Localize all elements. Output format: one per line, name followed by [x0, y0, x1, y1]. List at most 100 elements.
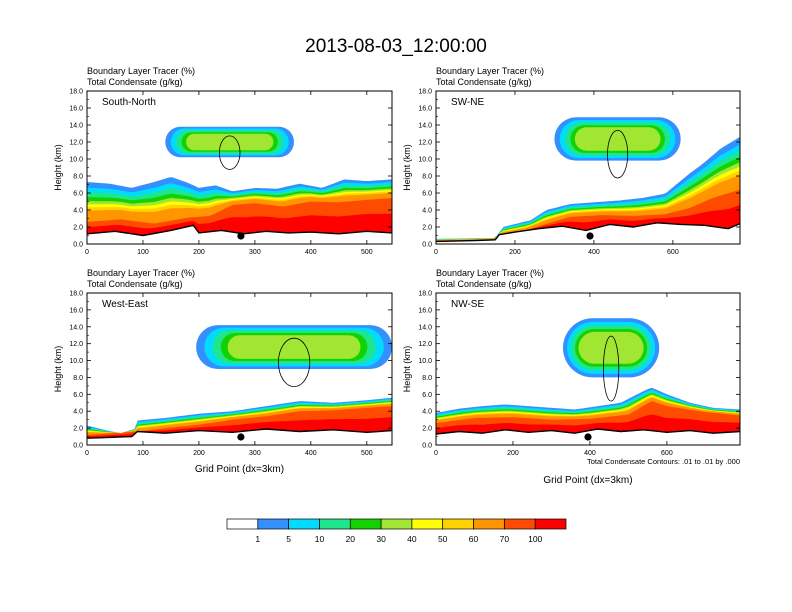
- colorbar-segment: [504, 518, 536, 530]
- y-tick-label: 14.0: [418, 324, 432, 331]
- core-band-1: [436, 189, 740, 242]
- field-title: Boundary Layer Tracer (%): [436, 66, 544, 76]
- x-tick-label: 300: [249, 249, 261, 256]
- panel-label: NW-SE: [451, 299, 484, 310]
- location-marker: [237, 433, 245, 441]
- core-band-2: [436, 204, 740, 242]
- contour-annotation: Total Condensate Contours: .01 to .01 by…: [587, 457, 740, 466]
- x-tick-label: 400: [588, 249, 600, 256]
- x-tick-label: 600: [667, 249, 679, 256]
- cloud-layer-5: [574, 127, 661, 151]
- field-title: Boundary Layer Tracer (%): [87, 268, 195, 278]
- colorbar-label: 30: [376, 534, 386, 544]
- x-tick-label: 500: [361, 450, 373, 457]
- x-tick-label: 400: [584, 450, 596, 457]
- field-title: Boundary Layer Tracer (%): [436, 268, 544, 278]
- y-tick-label: 4.0: [422, 208, 432, 215]
- y-tick-label: 18.0: [69, 89, 83, 96]
- x-tick-label: 500: [361, 249, 373, 256]
- colorbar-label: 20: [346, 534, 356, 544]
- y-tick-label: 18.0: [418, 291, 432, 298]
- figure-title: 2013-08-03_12:00:00: [305, 36, 487, 57]
- y-tick-label: 18.0: [69, 291, 83, 298]
- y-tick-label: 8.0: [422, 375, 432, 382]
- x-tick-label: 0: [434, 450, 438, 457]
- x-tick-label: 200: [507, 450, 519, 457]
- colorbar-label: 5: [286, 534, 291, 544]
- x-tick-label: 200: [509, 249, 521, 256]
- colorbar-segment: [380, 518, 413, 530]
- y-tick-label: 0.0: [73, 242, 83, 249]
- colorbar-segment: [226, 518, 259, 530]
- colorbar-segment: [257, 518, 289, 530]
- condensate-contour: [277, 337, 311, 387]
- terrain-line: [87, 428, 392, 439]
- colorbar-label: 100: [528, 534, 542, 544]
- colorbar-label: 40: [407, 534, 417, 544]
- y-tick-label: 12.0: [69, 140, 83, 147]
- y-tick-label: 10.0: [69, 358, 83, 365]
- panel-label: SW-NE: [451, 97, 484, 108]
- core-band-2: [436, 414, 740, 434]
- y-tick-label: 8.0: [422, 174, 432, 181]
- colorbar-segment: [534, 518, 567, 530]
- x-axis-label: Grid Point (dx=3km): [543, 475, 632, 486]
- cloud-layer-5: [186, 133, 274, 151]
- y-tick-label: 12.0: [418, 341, 432, 348]
- y-tick-label: 16.0: [69, 106, 83, 113]
- colorbar-label: 70: [500, 534, 510, 544]
- y-tick-label: 6.0: [73, 392, 83, 399]
- core-band-2: [87, 213, 392, 236]
- x-tick-label: 0: [434, 249, 438, 256]
- y-tick-label: 0.0: [73, 443, 83, 450]
- x-axis-label: Grid Point (dx=3km): [195, 464, 284, 475]
- y-tick-label: 6.0: [422, 392, 432, 399]
- location-marker: [586, 232, 594, 240]
- y-axis-label: Height (km): [53, 144, 63, 191]
- panel-sw-ne: Boundary Layer Tracer (%)Total Condensat…: [402, 66, 741, 256]
- y-tick-label: 8.0: [73, 174, 83, 181]
- y-tick-label: 16.0: [418, 106, 432, 113]
- cloud-layer-5: [578, 331, 644, 364]
- y-axis-label: Height (km): [53, 346, 63, 393]
- colorbar-label: 10: [315, 534, 325, 544]
- x-tick-label: 0: [85, 450, 89, 457]
- y-tick-label: 10.0: [418, 157, 432, 164]
- x-tick-label: 100: [137, 450, 149, 457]
- cloud-layer-5: [227, 335, 361, 359]
- y-tick-label: 16.0: [69, 307, 83, 314]
- colorbar-label: 1: [255, 534, 260, 544]
- y-tick-label: 18.0: [418, 89, 432, 96]
- y-tick-label: 2.0: [73, 426, 83, 433]
- x-tick-label: 200: [193, 249, 205, 256]
- terrain-line: [87, 224, 392, 237]
- x-tick-label: 100: [137, 249, 149, 256]
- colorbar-label: 50: [438, 534, 448, 544]
- y-tick-label: 2.0: [422, 225, 432, 232]
- terrain-line: [436, 428, 740, 435]
- y-tick-label: 12.0: [418, 140, 432, 147]
- panels: Boundary Layer Tracer (%)Total Condensat…: [53, 66, 741, 486]
- x-tick-label: 400: [305, 450, 317, 457]
- field-title: Boundary Layer Tracer (%): [87, 66, 195, 76]
- y-tick-label: 4.0: [73, 208, 83, 215]
- y-tick-label: 10.0: [69, 157, 83, 164]
- y-tick-label: 6.0: [73, 191, 83, 198]
- panel-west-east: Boundary Layer Tracer (%)Total Condensat…: [53, 268, 393, 475]
- condensate-contour: [602, 335, 620, 402]
- y-tick-label: 4.0: [422, 409, 432, 416]
- x-tick-label: 400: [305, 249, 317, 256]
- y-tick-label: 10.0: [418, 358, 432, 365]
- panel-south-north: Boundary Layer Tracer (%)Total Condensat…: [53, 66, 393, 256]
- panel-label: South-North: [102, 97, 156, 108]
- y-tick-label: 4.0: [73, 409, 83, 416]
- location-marker: [584, 433, 592, 441]
- condensate-contour: [218, 135, 241, 170]
- x-tick-label: 200: [193, 450, 205, 457]
- colorbar-segment: [473, 518, 505, 530]
- location-marker: [237, 232, 245, 240]
- y-tick-label: 0.0: [422, 242, 432, 249]
- panel-label: West-East: [102, 299, 148, 310]
- field-title: Total Condensate (g/kg): [87, 77, 183, 87]
